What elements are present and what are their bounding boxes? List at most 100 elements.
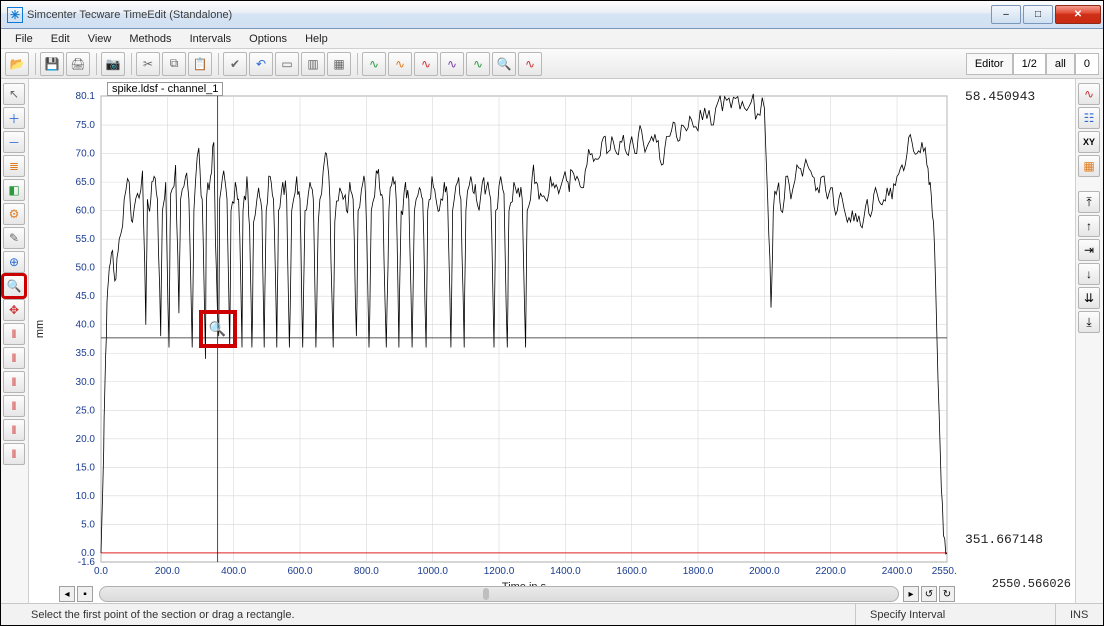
svg-text:55.0: 55.0 (76, 234, 96, 245)
vmarker-1-button[interactable]: ‖ (3, 323, 25, 345)
up-button[interactable]: ↑ (1078, 215, 1100, 237)
zoom-tool-button[interactable]: 🔍 (492, 52, 516, 76)
readout-y: 58.450943 (965, 89, 1071, 104)
scroll-track[interactable] (99, 586, 899, 602)
paste-button[interactable]: 📋 (188, 52, 212, 76)
chart-svg: 0.0200.0400.0600.0800.01000.01200.01400.… (29, 79, 957, 603)
svg-text:2200.0: 2200.0 (815, 566, 846, 577)
eraser-button[interactable]: ✎ (3, 227, 25, 249)
plot-config-button[interactable]: ⚙ (3, 203, 25, 225)
menu-help[interactable]: Help (297, 31, 336, 47)
editor-group: all (1046, 53, 1075, 75)
chart-area[interactable]: 0.0200.0400.0600.0800.01000.01200.01400.… (29, 79, 957, 603)
close-button[interactable]: ✕ (1055, 5, 1101, 24)
editor-value[interactable]: 0 (1075, 53, 1099, 75)
menu-view[interactable]: View (80, 31, 120, 47)
svg-text:200.0: 200.0 (155, 566, 180, 577)
svg-text:800.0: 800.0 (354, 566, 379, 577)
vmarker-3-button[interactable]: ‖ (3, 371, 25, 393)
double-down-button[interactable]: ⇊ (1078, 287, 1100, 309)
window-title: Simcenter Tecware TimeEdit (Standalone) (27, 9, 991, 21)
svg-text:20.0: 20.0 (76, 434, 96, 445)
status-message: Select the first point of the section or… (1, 609, 855, 621)
svg-text:25.0: 25.0 (76, 405, 96, 416)
readouts: 58.450943 351.667148 2550.566026 (957, 79, 1075, 603)
editor-panel: Editor 1/2 all 0 (966, 53, 1099, 75)
double-up-button[interactable]: ⤒ (1078, 191, 1100, 213)
down-button[interactable]: ↓ (1078, 263, 1100, 285)
scroll-undo[interactable]: ↺ (921, 586, 937, 602)
svg-text:30.0: 30.0 (76, 377, 96, 388)
maximize-button[interactable]: □ (1023, 5, 1053, 24)
minimize-button[interactable]: – (991, 5, 1021, 24)
wave-a-button[interactable]: ∿ (362, 52, 386, 76)
zoom-in-button[interactable]: ⊕ (3, 251, 25, 273)
status-mode: Specify Interval (855, 604, 1055, 625)
menu-edit[interactable]: Edit (43, 31, 78, 47)
channel-tool-button[interactable]: ≣ (3, 155, 25, 177)
fit-all-button[interactable]: ✥ (3, 299, 25, 321)
undo-button[interactable]: ↶ (249, 52, 273, 76)
menu-file[interactable]: File (7, 31, 41, 47)
menu-bar: File Edit View Methods Intervals Options… (1, 29, 1103, 49)
save-button[interactable]: 💾 (40, 52, 64, 76)
status-bar: Select the first point of the section or… (1, 603, 1103, 625)
svg-text:40.0: 40.0 (76, 320, 96, 331)
split-icon-button[interactable]: ☷ (1078, 107, 1100, 129)
svg-text:0.0: 0.0 (81, 548, 95, 559)
vmarker-5-button[interactable]: ‖ (3, 419, 25, 441)
top-toolbar: 📂 💾 🖨 📷 ✂ ⧉ 📋 ✔ ↶ ▭ ▥ ▦ ∿ ∿ ∿ ∿ ∿ 🔍 ∿ Ed… (1, 49, 1103, 79)
readout-x: 351.667148 (965, 532, 1071, 547)
copy-button[interactable]: ⧉ (162, 52, 186, 76)
chart-wrap: 0.0200.0400.0600.0800.01000.01200.01400.… (29, 79, 1103, 603)
grid-icon-button[interactable]: ▦ (1078, 155, 1100, 177)
wave-b-button[interactable]: ∿ (388, 52, 412, 76)
svg-text:15.0: 15.0 (76, 462, 96, 473)
wave-icon-button[interactable]: ∿ (1078, 83, 1100, 105)
svg-text:50.0: 50.0 (76, 263, 96, 274)
print-button[interactable]: 🖨 (66, 52, 90, 76)
svg-text:2550.6: 2550.6 (932, 566, 957, 577)
svg-text:35.0: 35.0 (76, 348, 96, 359)
layout-1-button[interactable]: ▭ (275, 52, 299, 76)
vmarker-2-button[interactable]: ‖ (3, 347, 25, 369)
color-tool-button[interactable]: ◧ (3, 179, 25, 201)
down-end-button[interactable]: ⤓ (1078, 311, 1100, 333)
right-end-button[interactable]: ⇥ (1078, 239, 1100, 261)
add-series-button[interactable]: ＋ (3, 107, 25, 129)
wave-c-button[interactable]: ∿ (414, 52, 438, 76)
menu-methods[interactable]: Methods (121, 31, 179, 47)
editor-page[interactable]: 1/2 (1013, 53, 1046, 75)
svg-text:60.0: 60.0 (76, 206, 96, 217)
vmarker-4-button[interactable]: ‖ (3, 395, 25, 417)
svg-text:600.0: 600.0 (287, 566, 312, 577)
scroll-redo[interactable]: ↻ (939, 586, 955, 602)
menu-intervals[interactable]: Intervals (182, 31, 240, 47)
scroll-next[interactable]: ▪ (77, 586, 93, 602)
xy-icon-button[interactable]: XY (1078, 131, 1100, 153)
open-folder-button[interactable]: 📂 (5, 52, 29, 76)
camera-button[interactable]: 📷 (101, 52, 125, 76)
remove-series-button[interactable]: － (3, 131, 25, 153)
svg-text:1800.0: 1800.0 (683, 566, 714, 577)
menu-options[interactable]: Options (241, 31, 295, 47)
select-arrow-button[interactable]: ↖ (3, 83, 25, 105)
layout-2-button[interactable]: ▥ (301, 52, 325, 76)
svg-text:2000.0: 2000.0 (749, 566, 780, 577)
cut-button[interactable]: ✂ (136, 52, 160, 76)
vmarker-6-button[interactable]: ‖ (3, 443, 25, 465)
wave-d-button[interactable]: ∿ (440, 52, 464, 76)
series-title: spike.ldsf - channel_1 (107, 82, 223, 96)
title-bar: ✳ Simcenter Tecware TimeEdit (Standalone… (1, 1, 1103, 29)
svg-text:1200.0: 1200.0 (484, 566, 515, 577)
scroll-right[interactable]: ▸ (903, 586, 919, 602)
layout-3-button[interactable]: ▦ (327, 52, 351, 76)
check-button[interactable]: ✔ (223, 52, 247, 76)
scroll-prev[interactable]: ◂ (59, 586, 75, 602)
right-toolbar: ∿ ☷ XY ▦ ⤒ ↑ ⇥ ↓ ⇊ ⤓ (1075, 79, 1103, 603)
wave-f-button[interactable]: ∿ (518, 52, 542, 76)
wave-e-button[interactable]: ∿ (466, 52, 490, 76)
editor-label: Editor (966, 53, 1013, 75)
magnify-button[interactable]: 🔍 (3, 275, 25, 297)
svg-text:400.0: 400.0 (221, 566, 246, 577)
